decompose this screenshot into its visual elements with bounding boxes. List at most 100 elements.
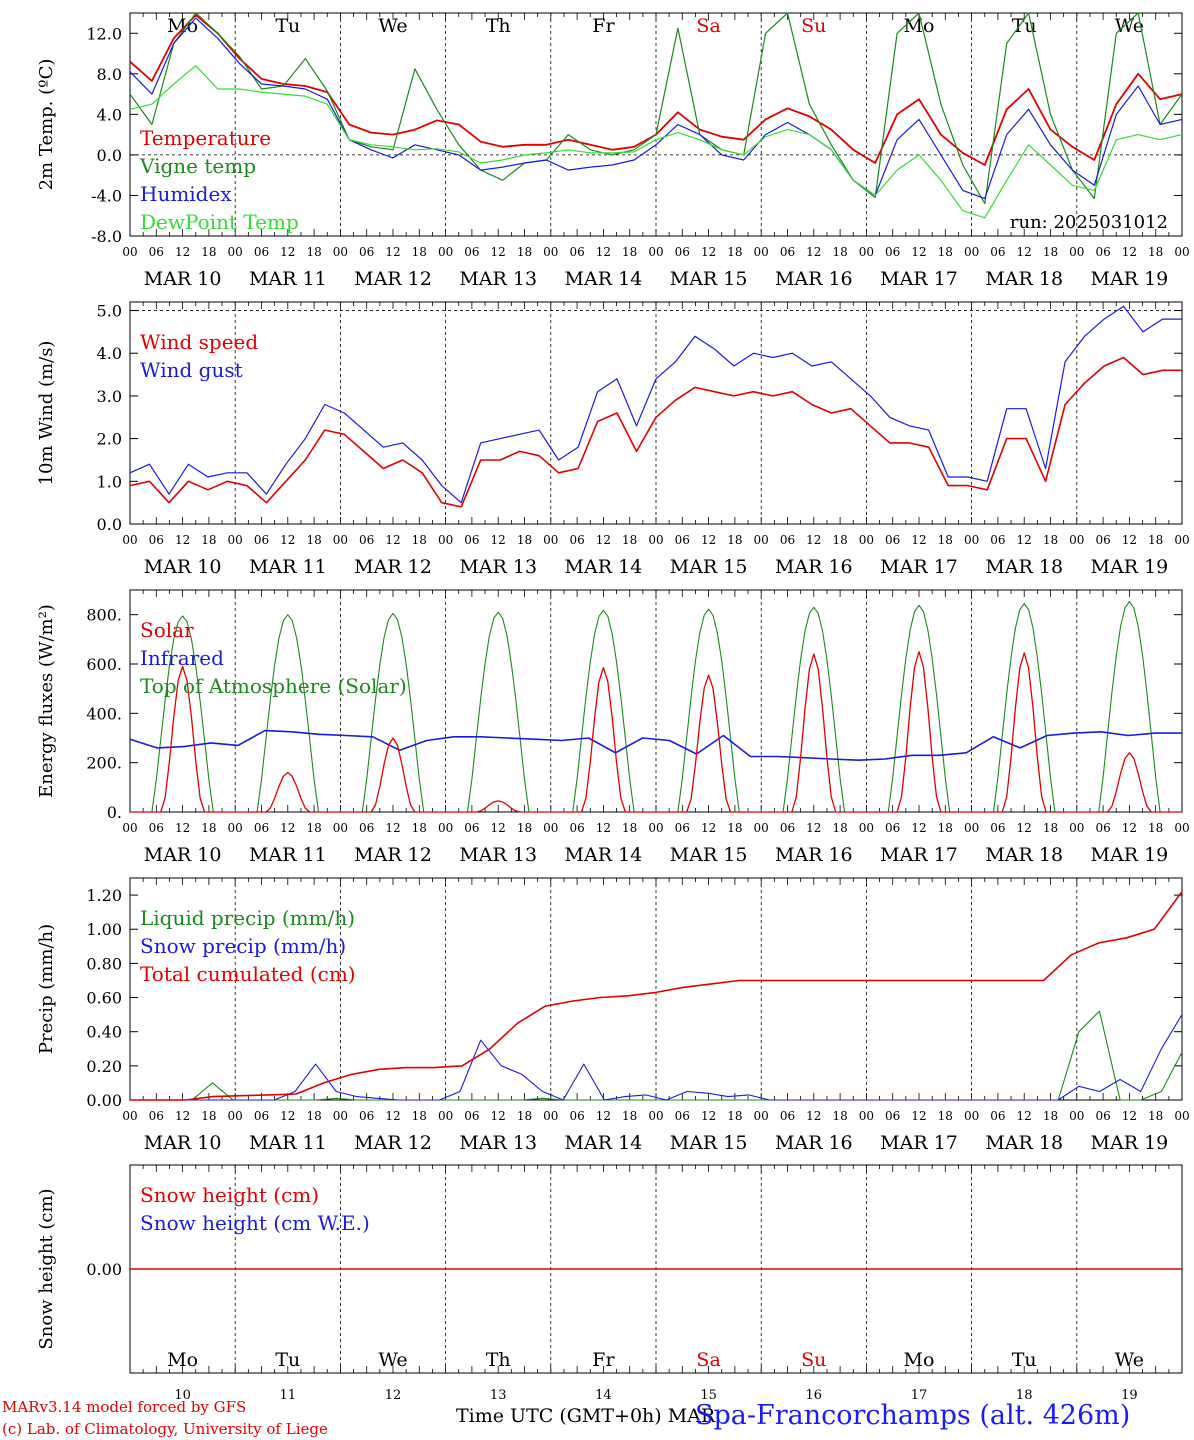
date-label: MAR 18 xyxy=(985,556,1063,578)
date-label: MAR 11 xyxy=(249,844,327,866)
hour-tick-label: 12 xyxy=(175,821,190,835)
station-name: Spa-Francorchamps (alt. 426m) xyxy=(695,1400,1131,1431)
hour-tick-label: 18 xyxy=(517,821,532,835)
hour-tick-label: 12 xyxy=(491,533,506,547)
hour-tick-label: 12 xyxy=(596,1109,611,1123)
hour-tick-label: 18 xyxy=(201,533,216,547)
hour-tick-label: 12 xyxy=(385,245,400,259)
y-tick-label: 0.40 xyxy=(86,1023,122,1042)
hour-tick-label: 06 xyxy=(149,821,164,835)
hour-tick-label: 00 xyxy=(438,821,453,835)
hour-tick-label: 12 xyxy=(911,821,926,835)
y-tick-label: 0.80 xyxy=(86,954,122,973)
hour-tick-label: 12 xyxy=(806,245,821,259)
day-number-label: 18 xyxy=(1016,1388,1033,1403)
weekday-label: We xyxy=(378,1349,407,1371)
legend-entry: Top of Atmosphere (Solar) xyxy=(140,674,407,698)
hour-tick-label: 06 xyxy=(675,245,690,259)
hour-tick-label: 12 xyxy=(385,1109,400,1123)
hour-tick-label: 06 xyxy=(149,533,164,547)
hour-tick-label: 00 xyxy=(333,821,348,835)
hour-tick-label: 18 xyxy=(201,1109,216,1123)
hour-tick-label: 00 xyxy=(648,1109,663,1123)
date-label: MAR 14 xyxy=(565,844,643,866)
date-label: MAR 15 xyxy=(670,268,748,290)
y-tick-label: 200. xyxy=(86,754,122,773)
hour-tick-label: 12 xyxy=(491,821,506,835)
hour-tick-label: 18 xyxy=(306,245,321,259)
y-tick-label: 4.0 xyxy=(97,344,122,363)
hour-tick-label: 12 xyxy=(701,245,716,259)
hour-tick-label: 12 xyxy=(491,245,506,259)
temp-series-line xyxy=(129,12,1183,205)
hour-tick-label: 00 xyxy=(333,245,348,259)
hour-tick-label: 00 xyxy=(438,245,453,259)
hour-tick-label: 18 xyxy=(622,1109,637,1123)
temp-series-line xyxy=(129,65,1183,219)
y-tick-label: 0.00 xyxy=(86,1091,122,1110)
hour-tick-label: 12 xyxy=(1017,245,1032,259)
hour-tick-label: 00 xyxy=(333,1109,348,1123)
panel-frame xyxy=(129,12,1183,237)
hour-tick-label: 06 xyxy=(254,245,269,259)
hour-tick-label: 00 xyxy=(228,245,243,259)
hour-tick-label: 00 xyxy=(122,821,137,835)
date-label: MAR 13 xyxy=(459,556,537,578)
hour-tick-label: 12 xyxy=(701,1109,716,1123)
hour-tick-label: 12 xyxy=(806,1109,821,1123)
hour-tick-label: 06 xyxy=(569,1109,584,1123)
hour-tick-label: 18 xyxy=(622,533,637,547)
hour-tick-label: 12 xyxy=(280,245,295,259)
date-label: MAR 11 xyxy=(249,556,327,578)
hour-tick-label: 06 xyxy=(780,245,795,259)
hour-tick-label: 12 xyxy=(1017,533,1032,547)
hour-tick-label: 00 xyxy=(228,1109,243,1123)
hour-tick-label: 12 xyxy=(806,533,821,547)
hour-tick-label: 00 xyxy=(438,1109,453,1123)
hour-tick-label: 12 xyxy=(701,533,716,547)
y-tick-label: 1.0 xyxy=(97,472,122,491)
date-label: MAR 12 xyxy=(354,268,432,290)
weekday-label: Fr xyxy=(592,15,615,37)
hour-tick-label: 12 xyxy=(280,1109,295,1123)
hour-tick-label: 06 xyxy=(990,1109,1005,1123)
date-label: MAR 12 xyxy=(354,556,432,578)
date-label: MAR 13 xyxy=(459,268,537,290)
hour-tick-label: 18 xyxy=(412,533,427,547)
y-tick-label: 0.0 xyxy=(97,146,122,165)
hour-tick-label: 18 xyxy=(1043,1109,1058,1123)
hour-tick-label: 06 xyxy=(569,245,584,259)
legend-entry: Humidex xyxy=(140,182,232,206)
y-axis-label: 2m Temp. (ºC) xyxy=(36,59,57,191)
y-tick-label: 600. xyxy=(86,655,122,674)
date-label: MAR 19 xyxy=(1091,556,1169,578)
hour-tick-label: 06 xyxy=(885,533,900,547)
hour-tick-label: 06 xyxy=(1095,1109,1110,1123)
hour-tick-label: 18 xyxy=(938,245,953,259)
hour-tick-label: 06 xyxy=(464,245,479,259)
hour-tick-label: 18 xyxy=(201,821,216,835)
date-label: MAR 12 xyxy=(354,1132,432,1154)
legend-entry: Liquid precip (mm/h) xyxy=(140,906,355,930)
y-axis-label: Precip (mm/h) xyxy=(36,924,57,1054)
wind-series-line xyxy=(129,356,1182,508)
hour-tick-label: 00 xyxy=(859,1109,874,1123)
hour-tick-label: 06 xyxy=(359,533,374,547)
y-tick-label: -4.0 xyxy=(91,186,122,205)
hour-tick-label: 00 xyxy=(648,245,663,259)
hour-tick-label: 12 xyxy=(701,821,716,835)
weekday-label: We xyxy=(1115,15,1144,37)
date-label: MAR 19 xyxy=(1091,844,1169,866)
hour-tick-label: 18 xyxy=(938,821,953,835)
date-label: MAR 15 xyxy=(670,1132,748,1154)
y-tick-label: 0.20 xyxy=(86,1057,122,1076)
weekday-label: Mo xyxy=(904,1349,935,1371)
hour-tick-label: 18 xyxy=(412,245,427,259)
hour-tick-label: 00 xyxy=(122,533,137,547)
hour-tick-label: 18 xyxy=(517,245,532,259)
hour-tick-label: 18 xyxy=(938,1109,953,1123)
hour-tick-label: 18 xyxy=(727,533,742,547)
legend-entry: Snow height (cm) xyxy=(140,1183,319,1207)
hour-tick-label: 06 xyxy=(780,821,795,835)
legend-entry: Solar xyxy=(140,618,194,642)
